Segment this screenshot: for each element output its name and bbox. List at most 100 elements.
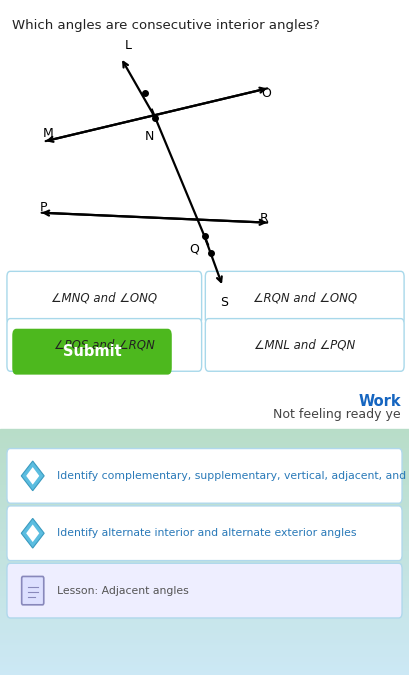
- Bar: [0, 564, 409, 566]
- Bar: [0, 621, 409, 623]
- Text: Not feeling ready ye: Not feeling ready ye: [273, 408, 401, 421]
- Bar: [0, 589, 409, 591]
- Bar: [0, 579, 409, 581]
- Text: Identify complementary, supplementary, vertical, adjacent, and cong...: Identify complementary, supplementary, v…: [57, 471, 409, 481]
- Bar: [0, 665, 409, 668]
- Bar: [0, 628, 409, 630]
- Bar: [0, 454, 409, 456]
- Bar: [0, 603, 409, 606]
- FancyBboxPatch shape: [22, 576, 44, 605]
- Bar: [0, 470, 409, 473]
- Bar: [0, 542, 409, 545]
- FancyBboxPatch shape: [205, 319, 404, 371]
- Bar: [0, 562, 409, 564]
- Bar: [0, 466, 409, 468]
- Bar: [0, 488, 409, 490]
- Bar: [0, 623, 409, 626]
- Text: P: P: [40, 201, 47, 215]
- Polygon shape: [26, 524, 39, 542]
- Bar: [0, 520, 409, 522]
- Bar: [0, 446, 409, 448]
- FancyBboxPatch shape: [7, 449, 402, 504]
- Bar: [0, 508, 409, 510]
- Text: Identify alternate interior and alternate exterior angles: Identify alternate interior and alternat…: [57, 529, 357, 538]
- Text: Work: Work: [358, 394, 401, 409]
- Bar: [0, 660, 409, 663]
- Bar: [0, 552, 409, 554]
- Text: ∠MNL and ∠PQN: ∠MNL and ∠PQN: [254, 338, 355, 352]
- Bar: [0, 648, 409, 651]
- Bar: [0, 439, 409, 441]
- Bar: [0, 436, 409, 439]
- Polygon shape: [21, 518, 44, 548]
- Bar: [0, 587, 409, 589]
- Bar: [0, 599, 409, 601]
- Text: Q: Q: [190, 243, 200, 256]
- Bar: [0, 633, 409, 636]
- Bar: [0, 478, 409, 481]
- Bar: [0, 616, 409, 618]
- Bar: [0, 463, 409, 466]
- Text: Which angles are consecutive interior angles?: Which angles are consecutive interior an…: [12, 19, 320, 32]
- Text: ∠PQS and ∠RQN: ∠PQS and ∠RQN: [54, 338, 155, 352]
- Bar: [0, 663, 409, 665]
- Polygon shape: [21, 461, 44, 491]
- Bar: [0, 431, 409, 433]
- Bar: [0, 537, 409, 539]
- Bar: [0, 460, 409, 463]
- Bar: [0, 601, 409, 603]
- Text: O: O: [261, 86, 271, 100]
- Bar: [0, 532, 409, 535]
- Bar: [0, 530, 409, 532]
- Polygon shape: [26, 467, 39, 485]
- Text: R: R: [260, 212, 268, 225]
- Bar: [0, 572, 409, 574]
- Bar: [0, 510, 409, 512]
- Bar: [0, 517, 409, 520]
- Bar: [0, 630, 409, 633]
- Bar: [0, 483, 409, 485]
- Bar: [0, 512, 409, 515]
- FancyBboxPatch shape: [7, 563, 402, 618]
- Bar: [0, 505, 409, 508]
- Bar: [0, 535, 409, 537]
- Bar: [0, 549, 409, 552]
- Bar: [0, 500, 409, 502]
- Bar: [0, 591, 409, 594]
- Bar: [0, 636, 409, 638]
- Bar: [0, 527, 409, 530]
- Bar: [0, 645, 409, 648]
- Bar: [0, 497, 409, 500]
- Bar: [0, 456, 409, 458]
- Bar: [0, 522, 409, 524]
- Bar: [0, 515, 409, 517]
- Bar: [0, 672, 409, 675]
- Text: L: L: [125, 39, 132, 52]
- FancyBboxPatch shape: [205, 271, 404, 324]
- Bar: [0, 490, 409, 493]
- Bar: [0, 584, 409, 587]
- Text: Submit: Submit: [63, 344, 121, 359]
- Bar: [0, 458, 409, 460]
- Bar: [0, 641, 409, 643]
- Text: M: M: [43, 127, 53, 140]
- Bar: [0, 441, 409, 443]
- Bar: [0, 574, 409, 576]
- Bar: [0, 559, 409, 562]
- Bar: [0, 657, 409, 660]
- Bar: [0, 581, 409, 584]
- FancyBboxPatch shape: [12, 329, 172, 375]
- Bar: [0, 554, 409, 557]
- Bar: [0, 451, 409, 454]
- Bar: [0, 433, 409, 436]
- Text: S: S: [220, 296, 228, 308]
- Bar: [0, 448, 409, 451]
- Bar: [0, 668, 409, 670]
- FancyBboxPatch shape: [7, 271, 202, 324]
- Bar: [0, 655, 409, 657]
- Bar: [0, 547, 409, 549]
- Bar: [0, 495, 409, 497]
- Bar: [0, 594, 409, 596]
- Bar: [0, 614, 409, 616]
- Text: ∠MNQ and ∠ONQ: ∠MNQ and ∠ONQ: [51, 291, 157, 304]
